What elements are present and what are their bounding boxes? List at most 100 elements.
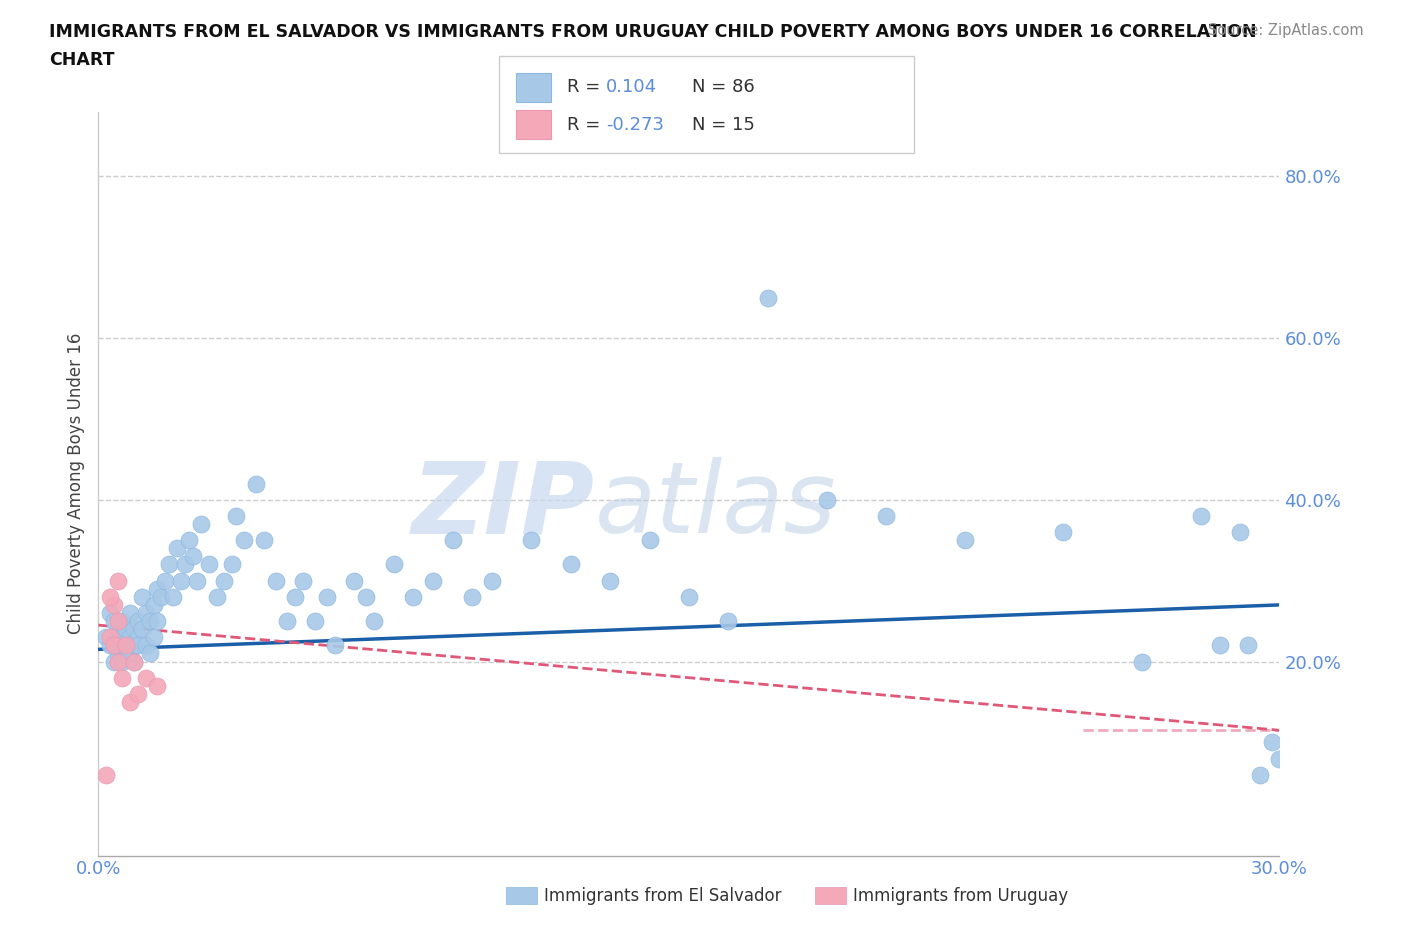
Point [98,605,121,620]
Point [107,654,129,669]
Point [111,630,134,644]
Point [186,573,208,588]
Point [245,476,267,491]
Point [422,573,444,588]
Point [1229,525,1251,539]
Text: ZIP: ZIP [412,458,595,554]
Point [122,654,145,669]
Point [146,581,169,596]
Text: N = 86: N = 86 [692,78,755,97]
Point [122,622,145,637]
Point [560,557,582,572]
Text: Immigrants from Uruguay: Immigrants from Uruguay [853,886,1069,905]
Point [1237,638,1260,653]
Point [135,671,157,685]
Point [103,654,125,669]
Point [678,590,700,604]
Point [343,573,366,588]
Point [717,614,740,629]
Point [98,590,121,604]
Point [599,573,621,588]
Point [166,541,188,556]
Point [162,590,184,604]
Text: CHART: CHART [49,51,115,69]
Point [461,590,484,604]
Point [177,533,200,548]
Point [284,590,307,604]
Text: R =: R = [567,78,606,97]
Point [122,654,145,669]
Point [815,492,838,507]
Point [111,671,134,685]
Point [276,614,298,629]
Point [233,533,256,548]
Text: N = 15: N = 15 [692,115,755,134]
Point [118,646,141,661]
Point [481,573,503,588]
Point [170,573,193,588]
Point [315,590,337,604]
Point [146,614,169,629]
Point [354,590,377,604]
Point [127,614,149,629]
Point [323,638,346,653]
Text: Source: ZipAtlas.com: Source: ZipAtlas.com [1208,23,1364,38]
Point [107,622,129,637]
Point [122,638,145,653]
Point [118,605,141,620]
Point [146,678,169,693]
Point [1130,654,1153,669]
Point [111,654,134,669]
Point [264,573,287,588]
Point [138,614,160,629]
Point [174,557,197,572]
Point [96,767,118,782]
Point [135,605,157,620]
Text: R =: R = [567,115,606,134]
Point [441,533,464,548]
Text: 0.104: 0.104 [606,78,657,97]
Point [1189,509,1212,524]
Point [131,622,153,637]
Point [115,622,138,637]
Point [107,638,129,653]
Point [157,557,180,572]
Text: -0.273: -0.273 [606,115,664,134]
Point [875,509,897,524]
Point [138,646,160,661]
Point [155,573,177,588]
Point [1052,525,1074,539]
Point [214,573,236,588]
Point [382,557,405,572]
Y-axis label: Child Poverty Among Boys Under 16: Child Poverty Among Boys Under 16 [66,333,84,634]
Point [103,638,125,653]
Point [190,516,212,531]
Point [103,614,125,629]
Point [107,646,129,661]
Point [103,597,125,612]
Point [142,597,165,612]
Text: IMMIGRANTS FROM EL SALVADOR VS IMMIGRANTS FROM URUGUAY CHILD POVERTY AMONG BOYS : IMMIGRANTS FROM EL SALVADOR VS IMMIGRANT… [49,23,1257,41]
Point [225,509,247,524]
Text: Immigrants from El Salvador: Immigrants from El Salvador [544,886,782,905]
Point [638,533,661,548]
Point [292,573,315,588]
Point [181,549,204,564]
Point [1268,751,1291,766]
Point [135,638,157,653]
Point [107,573,129,588]
Point [520,533,543,548]
Point [402,590,425,604]
Point [98,630,121,644]
Point [363,614,385,629]
Point [1260,735,1282,750]
Point [1249,767,1271,782]
Point [107,614,129,629]
Point [98,638,121,653]
Point [111,614,134,629]
Point [127,630,149,644]
Point [1209,638,1232,653]
Point [197,557,219,572]
Point [142,630,165,644]
Point [150,590,173,604]
